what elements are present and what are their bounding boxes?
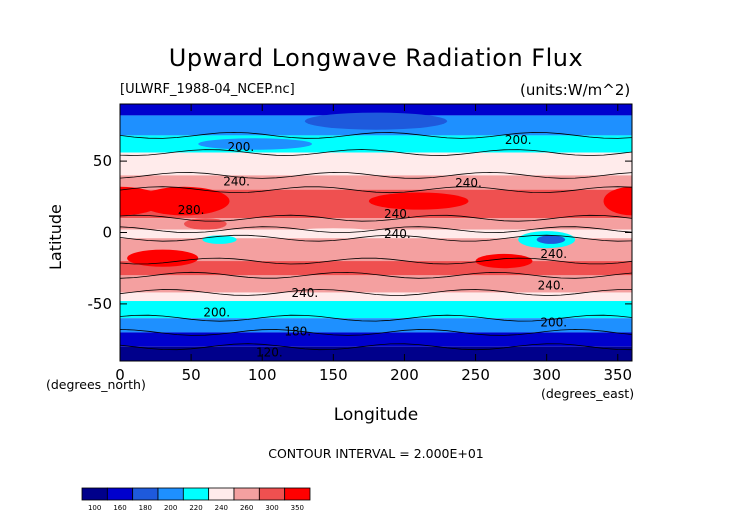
contour-label: 240. — [384, 227, 411, 241]
contour-line — [120, 343, 632, 351]
field-band — [120, 229, 632, 239]
colorbar-label: 200 — [164, 504, 177, 512]
x-tick-label: 100 — [248, 366, 277, 384]
contour-label: 200. — [228, 140, 255, 154]
colorbar-label: 300 — [265, 504, 278, 512]
contour-label: 240. — [540, 247, 567, 261]
x-axis-unit: (degrees_east) — [541, 386, 635, 401]
chart-title: Upward Longwave Radiation Flux — [168, 44, 584, 72]
x-tick-label: 0 — [115, 366, 125, 384]
field-blob — [475, 253, 533, 269]
field-band — [120, 152, 632, 176]
contour-label: 180. — [284, 324, 311, 338]
contour-line — [120, 271, 632, 279]
contour-line — [120, 226, 632, 234]
x-tick-label: 250 — [461, 366, 490, 384]
contour-label: 200. — [203, 306, 230, 320]
y-tick-label: -50 — [88, 295, 113, 313]
contour-label: 240. — [384, 207, 411, 221]
colorbar-swatch — [81, 487, 108, 501]
colorbar-swatch — [182, 487, 210, 501]
colorbar: 100 160 180 200 220 240 260 300 350 — [81, 487, 311, 512]
units-label: (units:W/m^2) — [520, 81, 631, 99]
contour-label: 120. — [256, 346, 283, 360]
contour-label: 280. — [178, 203, 205, 217]
contour-line — [120, 214, 632, 222]
colorbar-label: 100 — [88, 504, 101, 512]
field-band — [120, 275, 632, 293]
x-tick-label: 350 — [603, 366, 632, 384]
contour-line — [120, 314, 632, 322]
colorbar-swatch — [208, 487, 235, 501]
field-blob — [138, 186, 230, 216]
contour-line — [120, 149, 632, 156]
field-blob — [127, 249, 199, 267]
x-tick-label: 300 — [532, 366, 561, 384]
field-band — [120, 175, 632, 190]
field-band — [120, 346, 632, 361]
contour-line — [120, 328, 632, 336]
colorbar-swatch — [258, 487, 286, 501]
colorbar-label: 350 — [291, 504, 304, 512]
y-axis-unit: (degrees_north) — [46, 377, 146, 392]
colorbar-label: 180 — [139, 504, 152, 512]
colorbar-label: 240 — [215, 504, 228, 512]
field-blob — [603, 186, 632, 216]
axes: 0 50 100 150 200 250 300 350 -50 0 50 — [88, 104, 632, 384]
field-blob — [198, 138, 312, 150]
contour-label: 240. — [223, 174, 250, 188]
field-band — [120, 332, 632, 347]
field-blob — [536, 235, 566, 244]
field-band — [120, 318, 632, 333]
contour-line — [120, 171, 632, 179]
contour-label: 240. — [455, 176, 482, 190]
colorbar-swatch — [132, 487, 159, 501]
contour-labels: 200. 240. 280. 240. 240. 240. 200. 240. 240. 240.… — [178, 133, 567, 360]
contour-interval-text: CONTOUR INTERVAL = 2.000E+01 — [268, 446, 484, 461]
field-band — [120, 261, 632, 276]
contour-label: 200. — [505, 133, 532, 147]
colorbar-swatch — [157, 487, 184, 501]
file-label: [ULWRF_1988-04_NCEP.nc] — [120, 82, 295, 97]
contour-line — [120, 131, 632, 139]
colorbar-swatch — [284, 487, 311, 501]
field-band — [120, 292, 632, 302]
colorbar-label: 160 — [113, 504, 126, 512]
colorbar-swatch — [233, 487, 260, 501]
y-tick-label: 50 — [93, 152, 112, 170]
colorbar-label: 260 — [240, 504, 253, 512]
x-axis-label: Longitude — [333, 405, 419, 425]
field-band — [120, 104, 632, 116]
colorbar-swatch — [106, 487, 134, 501]
field-blob — [304, 112, 448, 130]
field-band — [120, 301, 632, 319]
x-tick-label: 200 — [390, 366, 419, 384]
contour-line — [120, 186, 632, 194]
contour-line — [120, 234, 632, 242]
contour-line — [120, 289, 632, 296]
contour-line — [120, 257, 632, 265]
x-tick-label: 50 — [182, 366, 201, 384]
y-tick-label: 0 — [102, 224, 112, 242]
field-band — [120, 218, 632, 230]
field-blob — [368, 192, 469, 210]
contour-label: 240. — [292, 286, 319, 300]
colorbar-label: 220 — [189, 504, 202, 512]
x-tick-label: 150 — [319, 366, 348, 384]
contour-field — [120, 104, 632, 361]
contour-label: 200. — [540, 316, 567, 330]
contour-label: 240. — [538, 279, 565, 293]
